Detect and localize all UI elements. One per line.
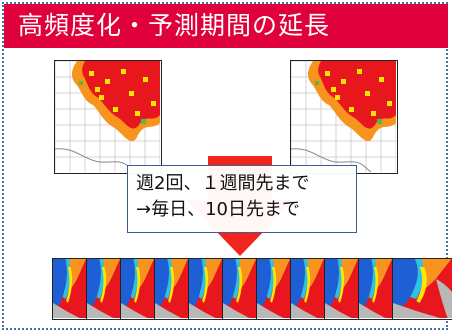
- forecast-tile: [392, 258, 452, 320]
- field-blue: [393, 259, 418, 311]
- field-yellow: [270, 267, 277, 303]
- heat-cell-yellow: [335, 95, 340, 100]
- heat-cell-green: [79, 81, 83, 85]
- map-right: [290, 60, 398, 174]
- field-blue: [223, 259, 237, 311]
- forecast-strip: [52, 258, 452, 324]
- dotted-frame: [2, 2, 448, 330]
- heat-area-red: [82, 61, 160, 129]
- field-orange: [68, 259, 86, 289]
- field-blue: [359, 259, 373, 311]
- heat-cell-yellow: [371, 111, 376, 116]
- field-orange: [374, 259, 392, 289]
- field-orange: [306, 259, 324, 289]
- field-yellow: [236, 267, 243, 303]
- field-orange: [204, 259, 222, 289]
- field-blue: [155, 259, 169, 311]
- land-grey: [257, 303, 284, 318]
- coastline: [55, 148, 136, 172]
- field-blue: [189, 259, 203, 311]
- heat-cell-yellow: [365, 91, 370, 96]
- field-blue: [325, 259, 339, 311]
- land-grey: [435, 279, 452, 318]
- field-yellow: [66, 267, 73, 303]
- heat-cell-yellow: [341, 79, 346, 84]
- heat-area-red: [318, 61, 396, 129]
- note-line-2: →毎日、10日先まで: [136, 199, 300, 220]
- heat-map: [55, 61, 160, 172]
- field-yellow: [338, 267, 345, 303]
- heat-cell-yellow: [113, 107, 118, 112]
- note-line-1: 週2回、１週間先まで: [136, 173, 310, 194]
- note-box: 週2回、１週間先まで →毎日、10日先まで: [127, 165, 357, 233]
- land-grey: [393, 303, 440, 318]
- field-orange: [272, 259, 290, 289]
- heat-cell-green: [141, 119, 146, 124]
- land-grey: [291, 303, 318, 318]
- land-grey: [189, 303, 216, 318]
- field-orange: [420, 259, 452, 289]
- land-grey: [53, 303, 80, 318]
- land-grey: [155, 303, 182, 318]
- heat-cell-yellow: [387, 101, 392, 106]
- land-grey: [121, 303, 148, 318]
- heat-cell-yellow: [89, 71, 94, 76]
- heat-map: [291, 61, 396, 172]
- land-grey: [325, 303, 352, 318]
- heat-cell-green: [315, 81, 319, 85]
- heat-cell-yellow: [105, 79, 110, 84]
- field-orange: [340, 259, 358, 289]
- field-blue: [257, 259, 271, 311]
- field-yellow: [416, 267, 427, 303]
- heat-cell-yellow: [331, 87, 336, 92]
- heat-cell-yellow: [325, 71, 330, 76]
- forecast-map: [393, 259, 452, 318]
- heat-cell-green: [377, 119, 382, 124]
- page-title: 高頻度化・予測期間の延長: [18, 11, 331, 40]
- field-orange: [102, 259, 120, 289]
- field-orange: [238, 259, 256, 289]
- field-yellow: [100, 267, 107, 303]
- heat-cell-yellow: [151, 101, 156, 106]
- heat-cell-yellow: [357, 69, 362, 74]
- field-blue: [291, 259, 305, 311]
- field-blue: [87, 259, 101, 311]
- field-yellow: [304, 267, 311, 303]
- heat-cell-yellow: [143, 77, 148, 82]
- field-yellow: [134, 267, 141, 303]
- field-yellow: [372, 267, 379, 303]
- heat-cell-yellow: [121, 69, 126, 74]
- heat-cell-yellow: [95, 87, 100, 92]
- field-blue: [53, 259, 67, 311]
- heat-cell-yellow: [99, 95, 104, 100]
- field-yellow: [202, 267, 209, 303]
- heat-cell-yellow: [349, 107, 354, 112]
- title-bar: 高頻度化・予測期間の延長: [4, 4, 448, 48]
- land-grey: [223, 303, 250, 318]
- heat-cell-yellow: [379, 77, 384, 82]
- field-orange: [136, 259, 154, 289]
- land-grey: [87, 303, 114, 318]
- field-yellow: [168, 267, 175, 303]
- heat-cell-yellow: [135, 111, 140, 116]
- field-orange: [170, 259, 188, 289]
- field-blue: [121, 259, 135, 311]
- heat-cell-yellow: [129, 91, 134, 96]
- land-grey: [359, 303, 386, 318]
- coastline: [291, 148, 372, 172]
- map-left: [54, 60, 162, 174]
